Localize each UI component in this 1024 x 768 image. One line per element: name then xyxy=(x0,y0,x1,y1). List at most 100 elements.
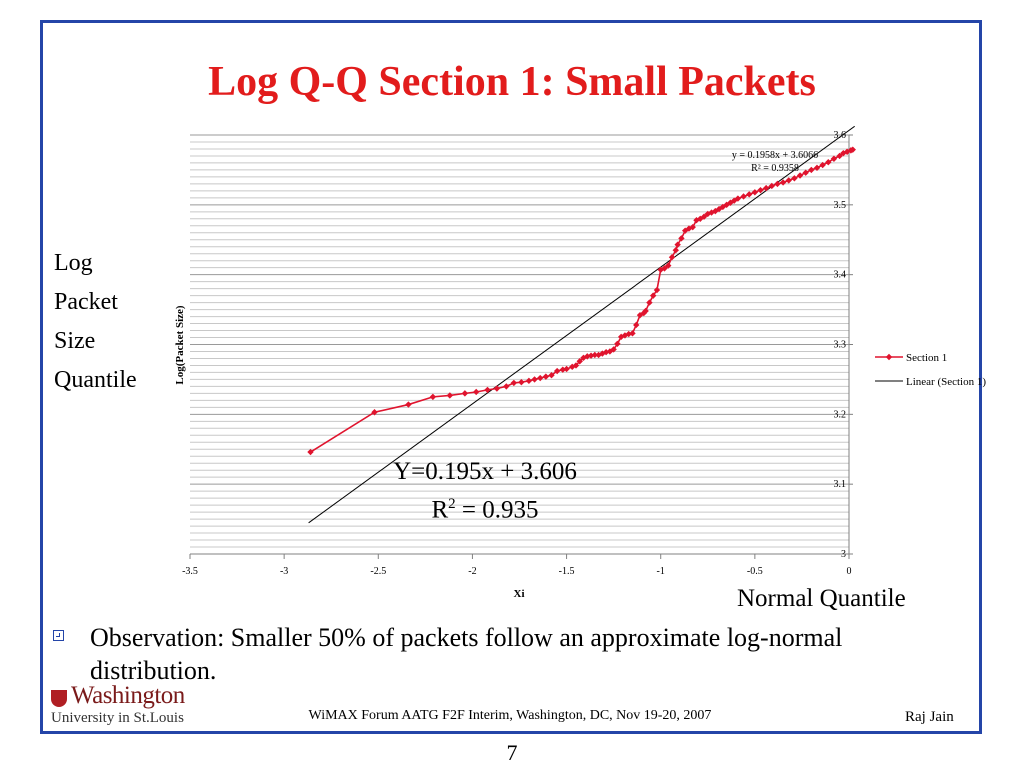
data-point xyxy=(730,197,738,204)
data-point xyxy=(636,311,644,319)
data-point xyxy=(774,180,781,188)
data-point xyxy=(653,286,661,294)
data-point xyxy=(472,388,480,396)
chart-y-axis: 33.13.23.33.43.53.6 xyxy=(834,130,853,560)
data-point xyxy=(633,321,640,329)
side-label-line: Quantile xyxy=(54,367,137,393)
data-point xyxy=(746,191,753,198)
y-axis-title: Log(Packet Size) xyxy=(174,305,186,384)
data-point xyxy=(719,203,727,211)
data-point xyxy=(493,385,501,392)
data-point xyxy=(779,179,787,186)
data-point xyxy=(569,363,576,371)
data-point xyxy=(751,189,759,196)
data-point xyxy=(642,307,649,315)
data-point xyxy=(548,372,555,379)
data-point xyxy=(649,292,657,299)
x-axis-title: Xi xyxy=(514,588,525,600)
side-label-line: Packet xyxy=(54,289,118,315)
x-tick-label: -2 xyxy=(468,566,476,577)
data-point xyxy=(307,448,314,456)
data-point xyxy=(503,383,510,390)
data-point xyxy=(681,227,689,234)
data-point xyxy=(595,351,602,359)
data-point xyxy=(734,195,742,202)
data-point xyxy=(405,401,412,408)
data-point xyxy=(808,166,815,174)
y-tick-label: 3.5 xyxy=(834,200,847,211)
data-point xyxy=(674,241,681,248)
normal-quantile-label: Normal Quantile xyxy=(737,585,906,612)
data-point xyxy=(689,223,696,231)
y-tick-label: 3.2 xyxy=(834,409,847,420)
data-point xyxy=(542,373,550,380)
data-point xyxy=(819,161,826,169)
x-tick-label: -1.5 xyxy=(559,566,575,577)
x-tick-label: -3 xyxy=(280,566,288,577)
x-tick-label: -1 xyxy=(657,566,665,577)
author-name: Raj Jain xyxy=(905,709,954,725)
observation-text: Observation: Smaller 50% of packets foll… xyxy=(90,623,843,685)
data-point xyxy=(625,330,632,338)
chart-legend: Section 1 Linear (Section 1) xyxy=(875,352,986,388)
data-point xyxy=(740,193,747,200)
data-point xyxy=(796,172,804,179)
data-point xyxy=(825,159,832,166)
data-point xyxy=(559,366,567,373)
data-point xyxy=(531,376,538,383)
side-label-line: Log xyxy=(54,250,93,276)
data-point xyxy=(849,146,856,153)
data-point xyxy=(572,362,580,369)
fit-equation: Y=0.195x + 3.606 xyxy=(393,458,577,485)
data-point xyxy=(830,155,838,162)
data-point xyxy=(785,177,792,184)
x-tick-label: 0 xyxy=(847,566,852,577)
data-point xyxy=(757,186,764,194)
data-point xyxy=(661,265,668,272)
data-point xyxy=(510,379,518,387)
chart-x-axis: -3.5 -3 -2.5 -2 -1.5 -1 -0.5 0 xyxy=(182,553,852,577)
y-tick-label: 3.6 xyxy=(834,130,847,141)
r-superscript: 2 xyxy=(448,496,456,512)
fit-r-squared: R2 = 0.935 xyxy=(340,488,630,526)
data-point xyxy=(693,216,700,224)
data-point xyxy=(768,182,776,190)
data-point xyxy=(617,333,625,341)
data-point xyxy=(843,148,851,155)
data-point xyxy=(461,390,469,397)
logo-name: Washington xyxy=(71,682,185,709)
r-letter: R xyxy=(431,496,449,524)
data-point xyxy=(802,169,809,176)
data-point xyxy=(584,353,591,360)
data-point xyxy=(762,184,770,192)
slide-frame xyxy=(40,20,982,734)
legend-series-label: Section 1 xyxy=(906,352,947,364)
side-label-line: Size xyxy=(54,328,96,354)
slide-title: Log Q-Q Section 1: Small Packets xyxy=(208,59,816,105)
trendline-group xyxy=(308,125,855,524)
data-point xyxy=(606,348,614,355)
fit-annotation: Y=0.195x + 3.606 R2 = 0.935 xyxy=(340,455,630,526)
x-tick-label: -0.5 xyxy=(747,566,763,577)
data-point xyxy=(621,332,629,339)
data-point xyxy=(371,409,378,416)
trendline xyxy=(308,125,855,524)
y-tick-label: 3.4 xyxy=(834,270,847,281)
data-point xyxy=(629,330,636,337)
trendline-equation-group: y = 0.1958x + 3.6066 R² = 0.9358 xyxy=(732,150,818,174)
logo-subtitle: University in St.Louis xyxy=(51,710,184,726)
data-point xyxy=(668,254,676,261)
data-point xyxy=(525,377,533,385)
series-line xyxy=(310,148,854,453)
data-point xyxy=(580,354,587,361)
data-point xyxy=(553,367,561,375)
footer-text: WiMAX Forum AATG F2F Interim, Washington… xyxy=(308,708,712,723)
x-tick-label: -2.5 xyxy=(370,566,386,577)
data-point xyxy=(563,365,570,373)
data-point xyxy=(576,358,583,365)
data-point xyxy=(836,152,843,160)
data-point xyxy=(429,393,437,401)
data-point xyxy=(484,386,491,394)
data-point xyxy=(813,164,821,172)
